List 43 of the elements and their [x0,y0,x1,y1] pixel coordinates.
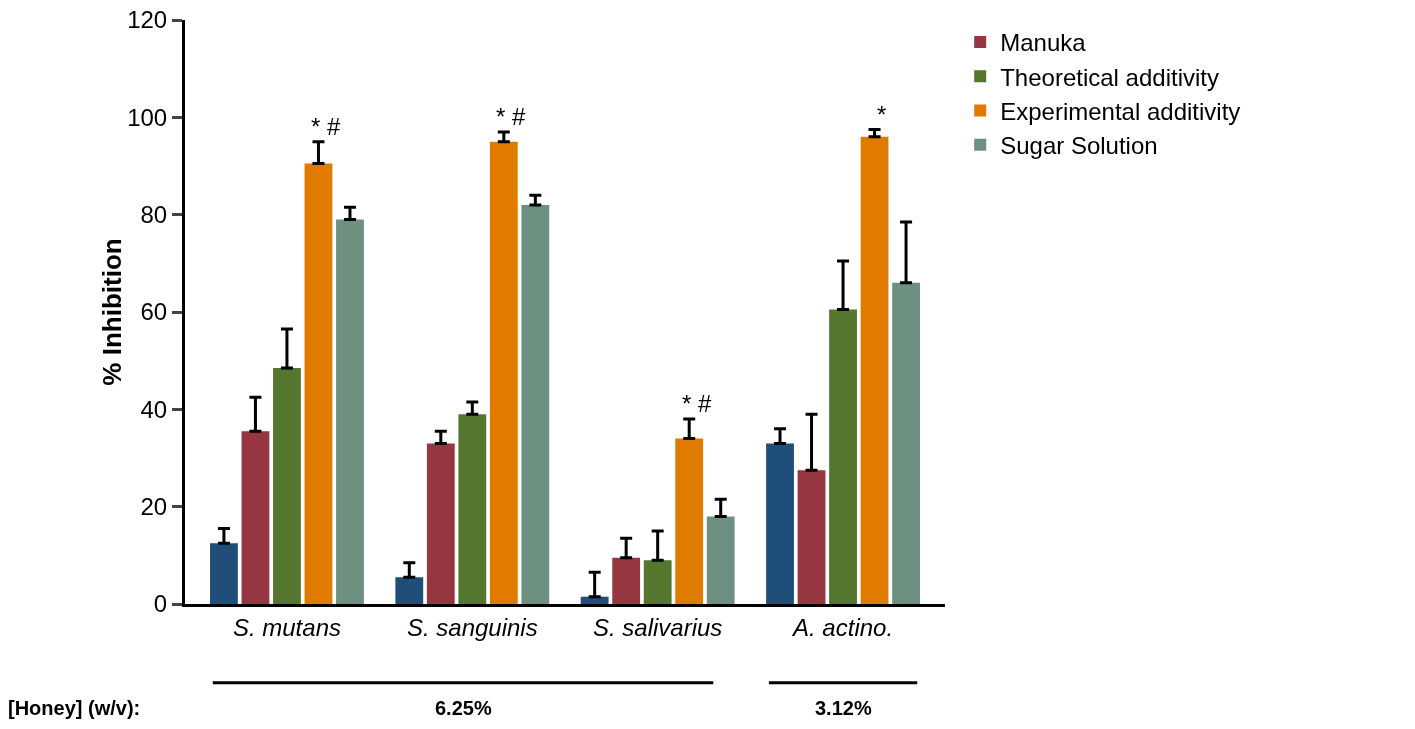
annotation: * # [682,390,713,417]
bar [797,470,826,604]
bar [675,438,704,604]
annotation: * # [311,113,342,140]
annotation: * [877,101,887,128]
y-tick-label: 60 [140,298,168,326]
y-tick-label: 80 [140,201,168,229]
bar [426,443,455,604]
x-tick-label: S. mutans [232,613,341,641]
bar [489,141,518,604]
y-tick-label: 100 [127,103,168,131]
legend-label: Experimental additivity [1000,97,1241,125]
legend-label: Sugar Solution [1000,132,1158,160]
y-axis-title: % Inhibition [97,238,127,386]
bar [860,136,889,604]
x-tick-label: A. actino. [791,613,894,641]
bar [892,282,920,604]
bar [706,516,735,604]
y-tick-label: 40 [140,395,168,423]
bar [273,367,301,604]
x-tick-label: S. salivarius [592,613,723,641]
bar [829,309,857,604]
y-tick-label: 120 [127,6,168,34]
bar [766,443,794,604]
y-tick-label: 20 [140,493,168,521]
text: [Honey] (w/v): [8,697,141,719]
text: 3.12% [815,697,872,719]
x-tick-label: S. sanguinis [406,613,538,641]
annotation: * # [496,103,527,130]
bar [395,577,424,604]
bar [304,163,333,604]
legend-label: Theoretical additivity [1000,63,1219,91]
bar [521,204,550,604]
bar [580,596,609,604]
legend-label: Manuka [1000,29,1087,57]
bar [336,219,364,604]
y-tick-label: 0 [153,590,168,618]
text: 6.25% [435,697,492,719]
bar [458,414,487,604]
bar [241,431,270,604]
bar [643,560,672,604]
bar [210,543,238,604]
bar [612,557,641,604]
